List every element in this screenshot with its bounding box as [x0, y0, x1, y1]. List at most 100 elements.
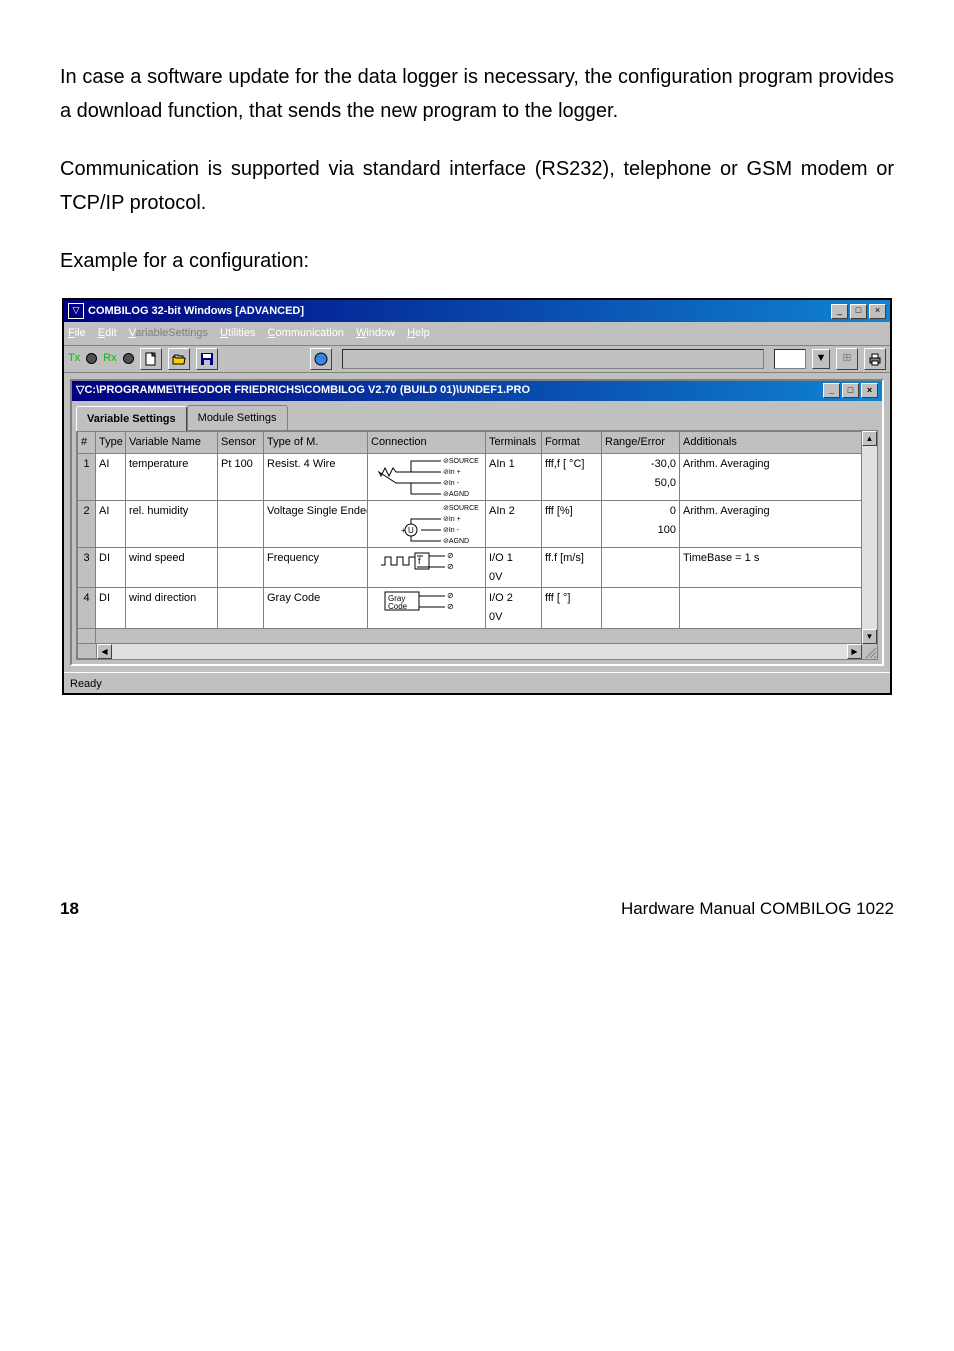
inner-maximize[interactable]: □ — [842, 383, 859, 398]
table-row[interactable]: 4 DI wind direction Gray Code ⊘ ⊘ Gray C… — [78, 588, 862, 628]
tab-variable-settings[interactable]: Variable Settings — [76, 406, 187, 432]
menu-communication[interactable]: Communication — [268, 324, 344, 343]
table-row-empty — [78, 628, 862, 643]
inner-minimize[interactable]: _ — [823, 383, 840, 398]
minimize-button[interactable]: _ — [831, 304, 848, 319]
inner-titlebar[interactable]: ▽ C:\PROGRAMME\THEODOR FRIEDRICHS\COMBIL… — [72, 381, 882, 401]
toolbar-spacer — [342, 349, 764, 369]
cell-name: wind speed — [126, 548, 218, 588]
col-name[interactable]: Variable Name — [126, 432, 218, 454]
variable-grid[interactable]: # Type Variable Name Sensor Type of M. C… — [77, 431, 862, 643]
col-format[interactable]: Format — [542, 432, 602, 454]
tx-label: Tx — [68, 349, 80, 368]
open-button[interactable] — [168, 348, 190, 370]
menu-help[interactable]: Help — [407, 324, 430, 343]
new-button[interactable] — [140, 348, 162, 370]
col-terminals[interactable]: Terminals — [486, 432, 542, 454]
svg-text:⊘: ⊘ — [447, 562, 454, 571]
cell-terminals: AIn 1 — [486, 454, 542, 501]
col-additionals[interactable]: Additionals — [680, 432, 862, 454]
cell-terminals: AIn 2 — [486, 501, 542, 548]
col-num[interactable]: # — [78, 432, 96, 454]
cell-type: AI — [96, 454, 126, 501]
col-range[interactable]: Range/Error — [602, 432, 680, 454]
print-button[interactable] — [864, 348, 886, 370]
cell-additionals: Arithm. Averaging — [680, 454, 862, 501]
cell-name: rel. humidity — [126, 501, 218, 548]
grid-header-row: # Type Variable Name Sensor Type of M. C… — [78, 432, 862, 454]
maximize-button[interactable]: □ — [850, 304, 867, 319]
col-connection[interactable]: Connection — [368, 432, 486, 454]
scroll-right[interactable]: ▶ — [847, 644, 862, 659]
caption: Example for a configuration: — [60, 244, 894, 278]
close-button[interactable]: × — [869, 304, 886, 319]
svg-text:+: + — [401, 526, 406, 535]
col-type[interactable]: Type — [96, 432, 126, 454]
cell-range — [602, 548, 680, 588]
cell-type: DI — [96, 548, 126, 588]
col-typeofm[interactable]: Type of M. — [264, 432, 368, 454]
col-sensor[interactable]: Sensor — [218, 432, 264, 454]
tabs: Variable Settings Module Settings — [76, 405, 878, 431]
svg-text:⊘SOURCE: ⊘SOURCE — [443, 505, 479, 512]
menubar: File Edit VariableSettings Utilities Com… — [64, 322, 890, 346]
tab-module-settings[interactable]: Module Settings — [187, 405, 288, 431]
svg-text:⊘AGND: ⊘AGND — [443, 538, 469, 545]
globe-button[interactable] — [310, 348, 332, 370]
outer-titlebar[interactable]: ▽ COMBILOG 32-bit Windows [ADVANCED] _ □… — [64, 300, 890, 322]
cell-name: wind direction — [126, 588, 218, 628]
cell-additionals: Arithm. Averaging — [680, 501, 862, 548]
cell-terminals: I/O 10V — [486, 548, 542, 588]
cell-typeofm: Resist. 4 Wire — [264, 454, 368, 501]
print-icon — [868, 352, 882, 366]
scroll-up[interactable]: ▲ — [862, 431, 877, 446]
scroll-left[interactable]: ◀ — [97, 644, 112, 659]
inner-title: C:\PROGRAMME\THEODOR FRIEDRICHS\COMBILOG… — [84, 381, 823, 400]
rx-label: Rx — [103, 349, 116, 368]
svg-text:⊘In +: ⊘In + — [443, 516, 461, 523]
save-button[interactable] — [196, 348, 218, 370]
svg-text:Code: Code — [388, 602, 408, 611]
svg-text:⊘AGND: ⊘AGND — [443, 491, 469, 498]
svg-text:⊘: ⊘ — [447, 602, 454, 611]
svg-text:⊘In -: ⊘In - — [443, 527, 460, 534]
open-icon — [172, 352, 186, 366]
menu-window[interactable]: Window — [356, 324, 395, 343]
inner-close[interactable]: × — [861, 383, 878, 398]
cell-rownum: 1 — [78, 454, 96, 501]
cell-range — [602, 588, 680, 628]
page-footer: 18 Hardware Manual COMBILOG 1022 — [60, 895, 894, 924]
svg-text:⊘In +: ⊘In + — [443, 469, 461, 476]
table-row[interactable]: 2 AI rel. humidity Voltage Single Ended … — [78, 501, 862, 548]
grid-container: # Type Variable Name Sensor Type of M. C… — [76, 430, 878, 659]
table-row[interactable]: 3 DI wind speed Frequency ⊘ ⊘ f I/O 10V … — [78, 548, 862, 588]
tx-led — [86, 353, 97, 364]
combo-dropdown[interactable]: ▼ — [812, 349, 830, 369]
cell-format: ff.f [m/s] — [542, 548, 602, 588]
inner-window: ▽ C:\PROGRAMME\THEODOR FRIEDRICHS\COMBIL… — [70, 379, 884, 666]
scroll-down[interactable]: ▼ — [862, 629, 877, 644]
menu-utilities[interactable]: Utilities — [220, 324, 255, 343]
toolbar-btn-a[interactable]: ⊞ — [836, 348, 858, 370]
svg-text:⊘SOURCE: ⊘SOURCE — [443, 458, 479, 465]
cell-connection: ⊘SOURCE ⊘In + ⊘In - ⊘AGND — [368, 454, 486, 501]
inner-icon: ▽ — [76, 381, 84, 400]
cell-connection: ⊘SOURCE ⊘In + ⊘In - ⊘AGND + U — [368, 501, 486, 548]
menu-file[interactable]: File — [68, 324, 86, 343]
cell-format: fff [%] — [542, 501, 602, 548]
vertical-scrollbar[interactable]: ▲ ▼ — [862, 431, 877, 643]
cell-sensor — [218, 548, 264, 588]
table-row[interactable]: 1 AI temperature Pt 100 Resist. 4 Wire ⊘… — [78, 454, 862, 501]
resize-grip[interactable] — [862, 644, 877, 659]
cell-connection: ⊘ ⊘ f — [368, 548, 486, 588]
menu-edit[interactable]: Edit — [98, 324, 117, 343]
toolbar: Tx Rx ▼ ⊞ — [64, 346, 890, 373]
toolbar-combo[interactable] — [774, 349, 806, 369]
svg-text:⊘: ⊘ — [447, 551, 454, 560]
cell-range: -30,050,0 — [602, 454, 680, 501]
cell-sensor — [218, 501, 264, 548]
cell-additionals: TimeBase = 1 s — [680, 548, 862, 588]
app-window: ▽ COMBILOG 32-bit Windows [ADVANCED] _ □… — [62, 298, 892, 695]
cell-name: temperature — [126, 454, 218, 501]
save-icon — [200, 352, 214, 366]
